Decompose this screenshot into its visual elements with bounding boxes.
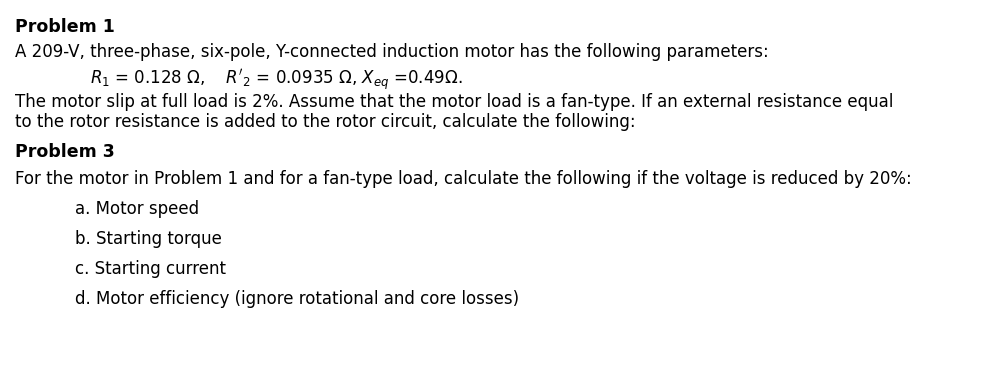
Text: Problem 3: Problem 3	[15, 143, 115, 161]
Text: For the motor in Problem 1 and for a fan-type load, calculate the following if t: For the motor in Problem 1 and for a fan…	[15, 170, 912, 188]
Text: a. Motor speed: a. Motor speed	[75, 200, 200, 218]
Text: $R_1$ = 0.128 Ω,    $R'_2$ = 0.0935 Ω, $X_{eq}$ =0.49Ω.: $R_1$ = 0.128 Ω, $R'_2$ = 0.0935 Ω, $X_{…	[90, 68, 463, 93]
Text: d. Motor efficiency (ignore rotational and core losses): d. Motor efficiency (ignore rotational a…	[75, 290, 519, 308]
Text: The motor slip at full load is 2%. Assume that the motor load is a fan-type. If : The motor slip at full load is 2%. Assum…	[15, 93, 894, 111]
Text: A 209-V, three-phase, six-pole, Y-connected induction motor has the following pa: A 209-V, three-phase, six-pole, Y-connec…	[15, 43, 769, 61]
Text: Problem 1: Problem 1	[15, 18, 115, 36]
Text: c. Starting current: c. Starting current	[75, 260, 226, 278]
Text: to the rotor resistance is added to the rotor circuit, calculate the following:: to the rotor resistance is added to the …	[15, 113, 636, 131]
Text: b. Starting torque: b. Starting torque	[75, 230, 221, 248]
